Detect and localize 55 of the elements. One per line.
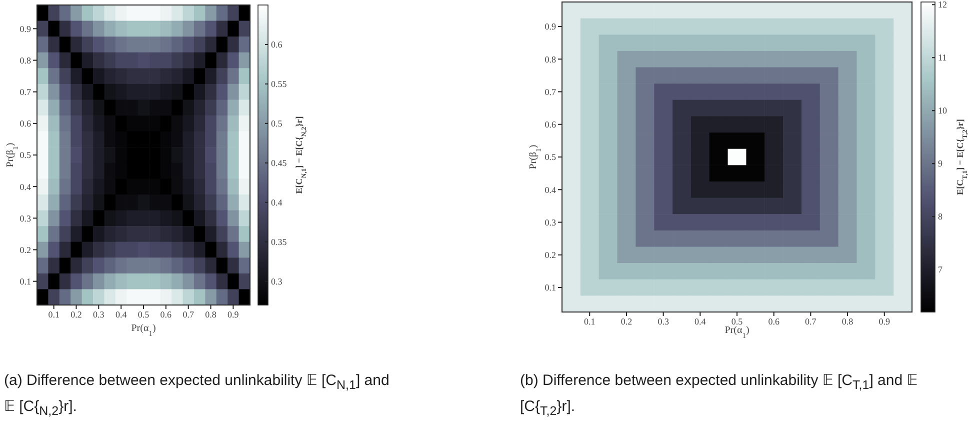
x-tick-label: 0.5: [138, 309, 150, 320]
color-bar-label: 9: [938, 158, 943, 169]
color-bar-label: 0.45: [271, 158, 288, 168]
color-bar-label: 11: [938, 52, 947, 63]
x-axis-title: Pr(α$_{1}$): [724, 325, 750, 340]
x-tick-label: 0.9: [228, 309, 240, 320]
y-tick-label: 0.7: [20, 87, 32, 98]
x-tick-label: 0.6: [160, 309, 172, 320]
colorbar: 0.3 0.35 0.4 0.45 0.5 0.55 0.6: [258, 4, 287, 306]
y-tick-label: 0.7: [544, 86, 556, 97]
color-bar-label: 10: [938, 106, 948, 116]
x-tick-label: 0.8: [842, 316, 854, 326]
colorbar: 7 8 9 10 11 12: [920, 0, 947, 312]
x-axis-title: Pr(α$_{1}$): [131, 323, 156, 338]
color-bar-label: 0.35: [271, 236, 288, 247]
x-tick-label: 0.3: [658, 316, 670, 326]
y-tick-label: 0.1: [544, 282, 556, 293]
color-bar-label: 12: [938, 0, 947, 10]
color-bar-label: 0.55: [271, 78, 288, 89]
y-tick-label: 0.8: [20, 55, 32, 66]
text: (b) Difference between expected unlinkability 𝔼 [C$_{T,1}$] and 𝔼 [C{$_{T,2}$}r].: [520, 372, 918, 418]
y-tick-label: 0.3: [20, 213, 32, 224]
x-tick-label: 0.4: [115, 309, 128, 320]
y-tick-label: 0.5: [544, 152, 556, 162]
y-tick-label: 0.2: [20, 244, 31, 255]
color-bar-label: 0.5: [271, 118, 283, 128]
y-tick-label: 0.8: [544, 54, 556, 64]
y-tick-label: 0.6: [544, 120, 556, 130]
color-bar-label: 0.3: [271, 276, 283, 286]
y-tick-label: 0.2: [544, 250, 556, 260]
x-tick-label: 0.1: [48, 309, 60, 320]
x-tick-label: 0.3: [93, 309, 105, 320]
color-bar-label: 0.6: [271, 39, 283, 50]
x-tick-label: 0.2: [70, 309, 82, 320]
color-bar-label: 7: [938, 264, 943, 275]
text: (a) Difference between expected unlinkability 𝔼 [C$_{N,1}$] and 𝔼 [C{$_{N,2}$}r].: [4, 372, 390, 418]
y-tick-label: 0.3: [544, 217, 556, 228]
y-tick-label: 0.6: [20, 118, 32, 129]
color-bar-label: 8: [938, 212, 943, 222]
x-tick-label: 0.7: [182, 309, 194, 320]
x-tick-label: 0.9: [878, 316, 890, 326]
x-tick-label: 0.2: [620, 316, 632, 326]
x-tick-label: 0.1: [584, 316, 596, 326]
y-tick-label: 0.9: [20, 24, 32, 34]
y-tick-label: 0.4: [20, 182, 32, 192]
y-tick-label: 0.1: [20, 276, 31, 287]
x-tick-label: 0.5: [731, 316, 744, 326]
color-bar-label: 0.4: [271, 197, 283, 208]
x-tick-label: 0.7: [805, 316, 817, 326]
y-tick-label: 0.4: [544, 184, 556, 195]
x-tick-label: 0.6: [768, 316, 780, 326]
y-tick-label: 0.5: [20, 150, 32, 160]
x-tick-label: 0.4: [694, 316, 706, 326]
y-tick-label: 0.9: [544, 22, 556, 32]
x-tick-label: 0.8: [205, 309, 217, 320]
